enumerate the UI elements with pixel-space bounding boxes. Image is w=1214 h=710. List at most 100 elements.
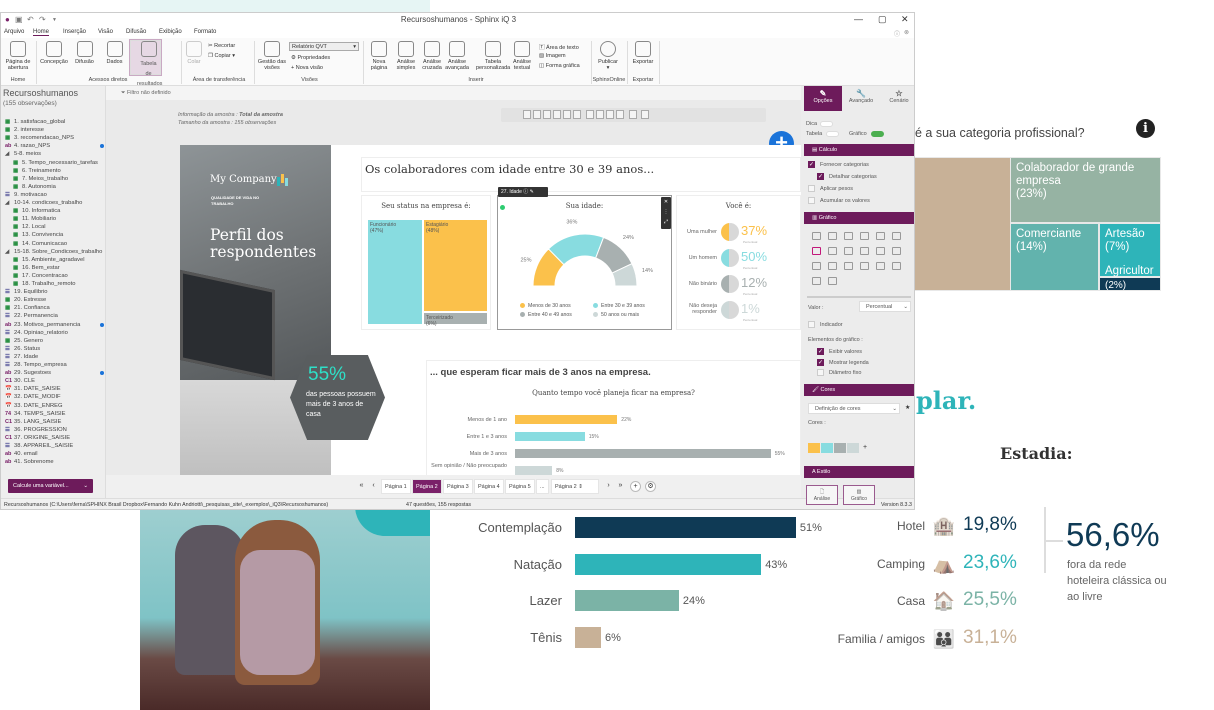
minimize-button[interactable]: — [854,14,863,24]
align-tool-button[interactable] [629,110,637,119]
propriedades-button[interactable]: ⚙ Propriedades [291,55,331,61]
variable-item[interactable]: ▦ 20. Estresse [5,296,46,304]
element-checkbox[interactable] [817,358,824,366]
tabela-toggle[interactable] [826,131,839,137]
variable-item[interactable]: ab 29. Sugestoes [5,369,104,377]
menu-difusao[interactable]: Difusão [126,29,147,35]
align-tool-button[interactable] [606,110,614,119]
slide-title[interactable]: Os colaboradores com idade entre 30 e 39… [361,157,801,192]
variable-item[interactable]: C1 30. CLE [5,377,35,385]
variable-item[interactable]: ▦ 2. interesse [5,126,44,134]
chart-type-icon[interactable] [828,247,837,255]
indicador-checkbox[interactable] [808,321,815,328]
variable-item[interactable]: ▦ 17. Concentracao [13,272,68,280]
menu-exibicao[interactable]: Exibição [159,29,182,35]
section-calculo[interactable]: ▤ Cálculo [804,144,914,156]
variable-item[interactable]: ☰ 9. motivacao [5,191,47,199]
star-icon[interactable]: ★ [905,405,911,411]
cores-select[interactable]: Definição de cores ⌄ [808,403,900,414]
variable-item[interactable]: ☰ 28. Tempo_empresa [5,361,67,369]
last-page-button[interactable]: » [618,482,623,489]
page-tab[interactable]: Página 1 [381,479,411,494]
inserir-button-3[interactable]: Análise avançada [444,41,470,71]
area-texto-button[interactable]: 🅃 Área de texto [539,45,579,51]
page-tab[interactable]: Página 2 [412,479,442,494]
tab-1[interactable]: 🔧 Avançado [842,86,880,111]
variable-item[interactable]: ▦ 6. Treinamento [13,167,61,175]
variable-item[interactable]: ☰ 19. Equilibrio [5,288,48,296]
section-grafico[interactable]: ▥ Gráfico [804,212,914,224]
treemap-cell[interactable]: Estagiário (48%) [423,219,488,312]
variable-item[interactable]: ▦ 16. Bem_estar [13,264,60,272]
page-tab[interactable]: Página 5 [505,479,535,494]
align-tool-button[interactable] [533,110,541,119]
variable-item[interactable]: ☰ 22. Permanencia [5,312,58,320]
copiar-button[interactable]: ❐ Copiar ▾ [208,53,235,59]
variable-item[interactable]: ab 40. email [5,450,38,458]
page-tab[interactable]: Página 3 [443,479,473,494]
page-select[interactable]: Página 2 ⇕ [551,479,599,494]
variable-item[interactable]: ▦ 7. Meios_trabalho [13,175,68,183]
tenure-chart[interactable]: ... que esperam ficar mais de 3 anos na … [426,360,801,485]
info-icon[interactable]: i [1136,119,1155,138]
dropdown-icon[interactable]: ▼ [52,17,57,23]
color-swatch[interactable] [821,443,833,453]
variable-item[interactable]: 74 34. TEMPS_SAISIE [5,410,65,418]
estilo-analise-button[interactable]: 🗋 Análise [806,485,838,505]
variable-item[interactable]: ▦ 21. Confianca [5,304,50,312]
colar-button[interactable]: Colar [184,41,204,65]
variable-item[interactable]: ▦ 11. Mobiliario [13,215,56,223]
variable-item[interactable]: 📅 31. DATE_SAISIE [5,385,61,393]
estilo-grafico-button[interactable]: ▥ Gráfico [843,485,875,505]
tab-2[interactable]: ☆ Cenário [880,86,914,111]
add-color-icon[interactable]: + [863,444,868,451]
page-tab[interactable]: Página 4 [474,479,504,494]
chart-type-icon[interactable] [892,262,901,270]
chart-type-icon[interactable] [876,262,885,270]
filter-label[interactable]: ⏷ Filtro não definido [121,90,171,96]
concepcao-button[interactable]: Concepção [38,41,70,65]
dica-toggle[interactable] [820,121,833,127]
calc-checkbox[interactable] [808,185,815,192]
redo-icon[interactable]: ↷ [39,15,46,24]
color-swatch[interactable] [808,443,820,453]
close-button[interactable]: ✕ [901,14,909,24]
inserir-button-4[interactable]: Tabela personalizada [476,41,510,71]
chart-type-icon[interactable] [828,277,837,285]
variable-item[interactable]: ▦ 1. satisfacao_global [5,118,65,126]
forma-grafica-button[interactable]: ◫ Forma gráfica [539,63,580,69]
element-tools[interactable]: ✕ ⋮ ⤢ [661,197,671,229]
inserir-button-1[interactable]: Análise simples [393,41,419,71]
nova-visao-button[interactable]: + Nova visão [291,65,323,71]
status-chart[interactable]: Seu status na empresa é: Funcionário (47%… [361,195,491,330]
menu-arquivo[interactable]: Arquivo [4,29,25,35]
align-tool-button[interactable] [543,110,551,119]
align-tool-button[interactable] [523,110,531,119]
calc-checkbox[interactable] [808,196,815,204]
variable-item[interactable]: ▦ 5. Tempo_necessario_tarefas [13,159,98,167]
tabela-resultados-button[interactable]: Tabela de resultados [129,39,162,87]
chart-type-icon[interactable] [892,232,901,240]
menu-home[interactable]: Home [33,29,50,36]
recortar-button[interactable]: ✂ Recortar [208,43,236,49]
page-tab[interactable]: ... [536,479,549,494]
variable-item[interactable]: ☰ 38. APPAREIL_SAISIE [5,442,73,450]
treemap-cell[interactable]: Funcionário (47%) [367,219,423,325]
align-tool-button[interactable] [616,110,624,119]
bar[interactable] [515,449,771,458]
section-estilo[interactable]: A Estilo [804,466,914,478]
chart-type-icon[interactable] [812,232,821,240]
save-icon[interactable]: ▣ [15,15,23,24]
add-page-button[interactable]: + [630,481,641,492]
variable-item[interactable]: ☰ 24. Opiniao_relatorio [5,329,68,337]
chart-type-icon[interactable] [860,247,869,255]
chart-type-icon[interactable] [828,232,837,240]
bar[interactable] [515,415,618,424]
variable-item[interactable]: C1 37. ORIGINE_SAISIE [5,434,70,442]
variable-item[interactable]: ▦ 15. Ambiente_agradavel [13,256,85,264]
maximize-button[interactable]: ▢ [878,14,887,24]
chart-type-icon[interactable] [828,262,837,270]
bar[interactable] [515,466,553,475]
next-page-button[interactable]: › [607,482,610,489]
variable-group[interactable]: ◢ 10-14. condicoes_trabalho [5,199,82,207]
